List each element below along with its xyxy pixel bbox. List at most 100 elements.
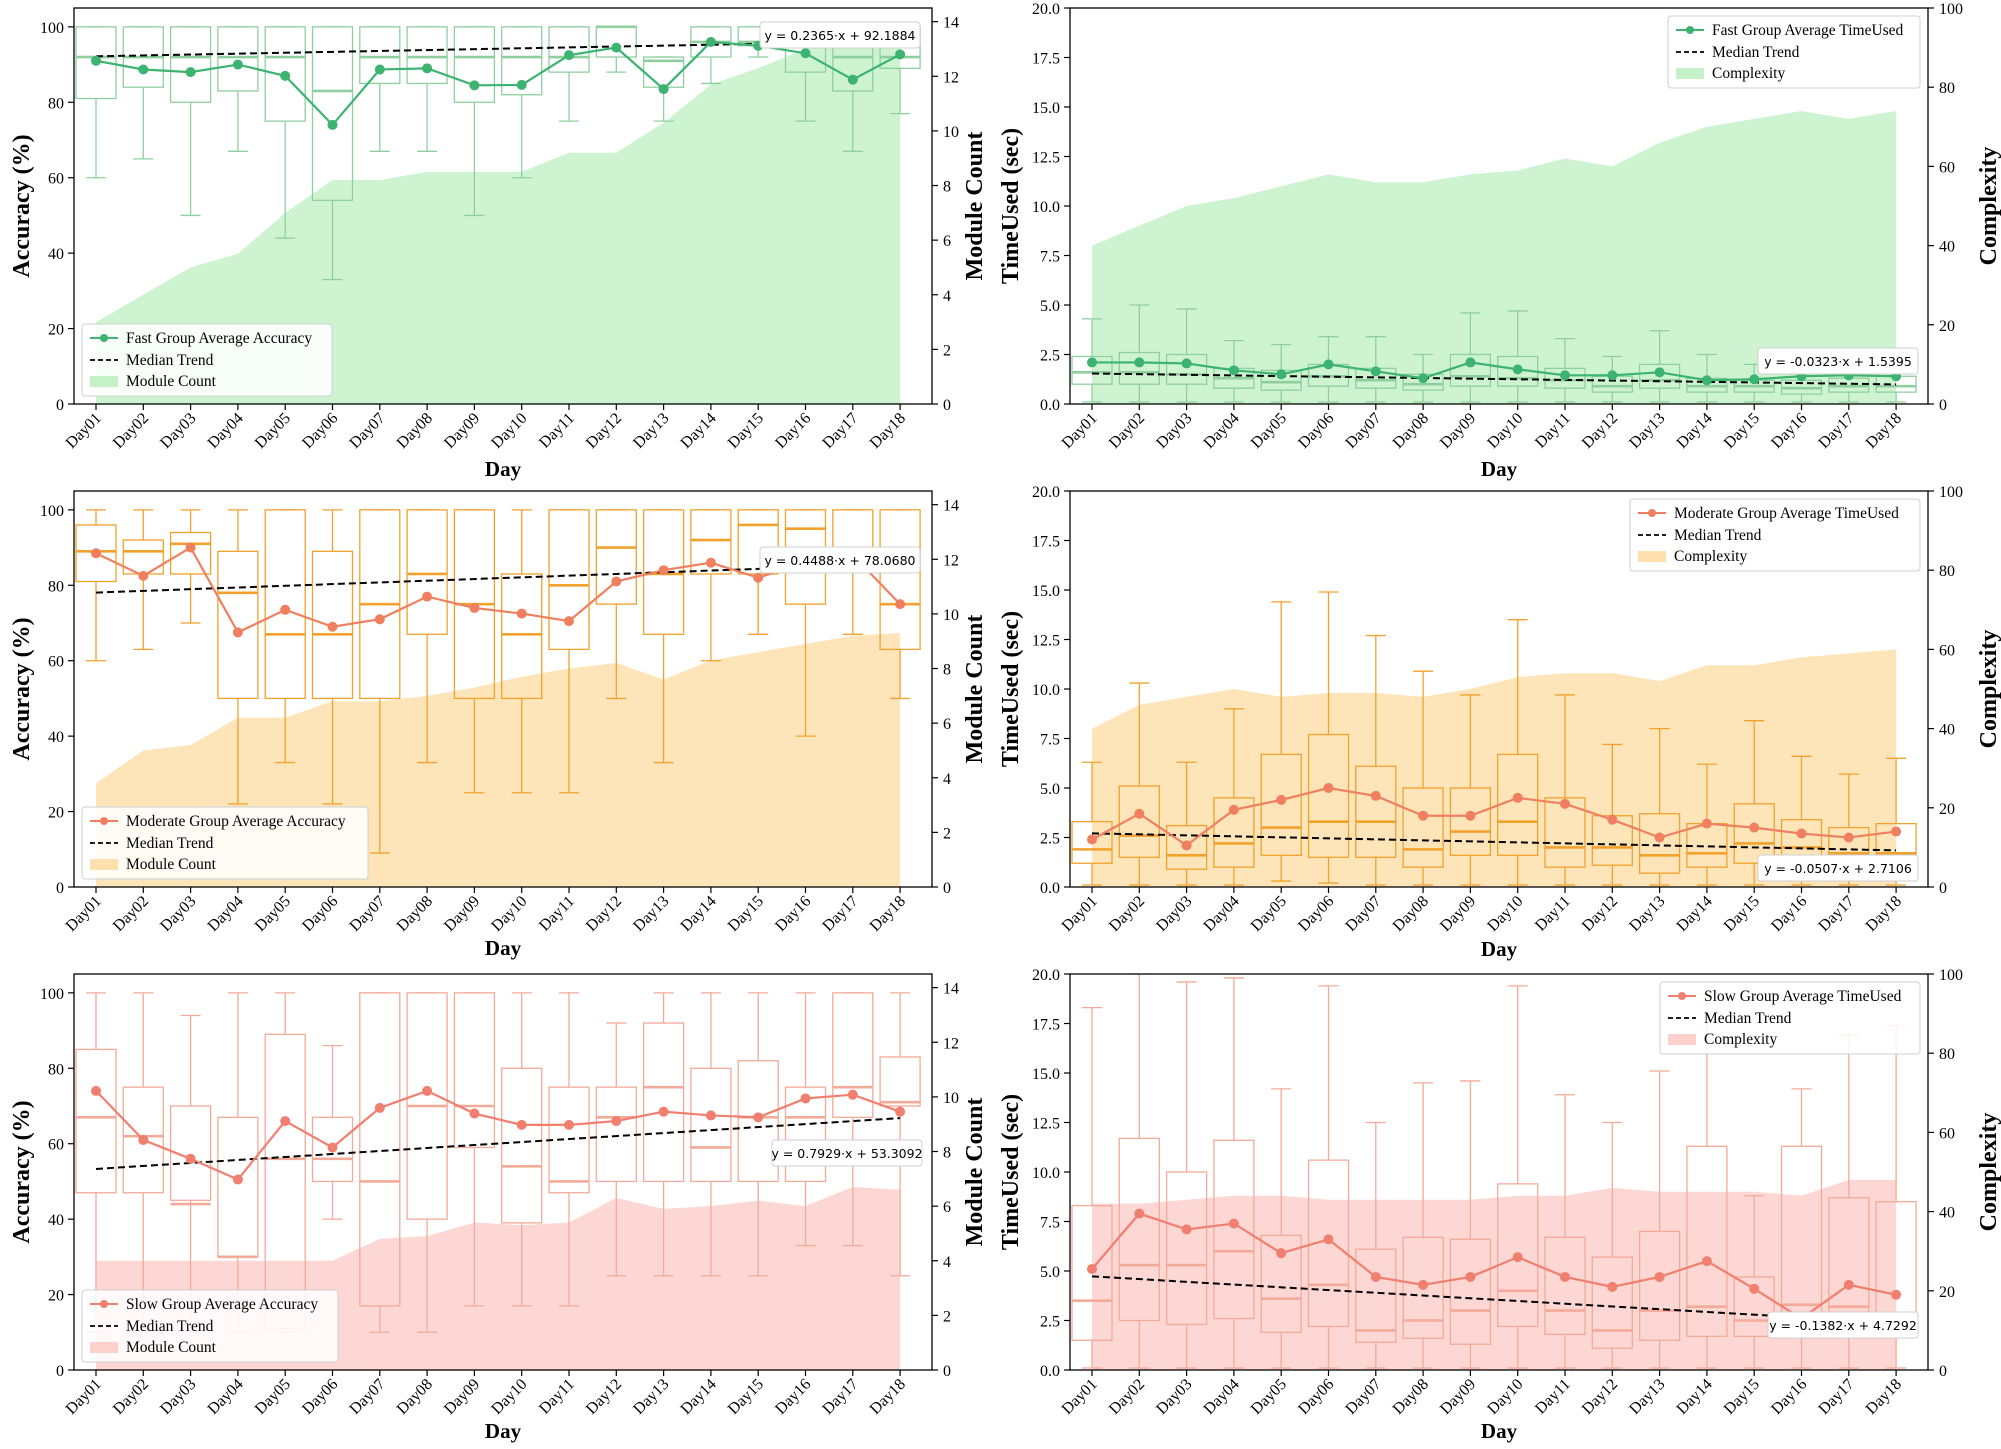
y2-tick-label: 0 (943, 397, 951, 414)
box-body (1449, 1238, 1492, 1345)
legend: Moderate Group Average TimeUsed Median T… (1629, 498, 1921, 572)
axes-frame (73, 7, 933, 405)
y-tick-label: 20.0 (1032, 967, 1060, 984)
y2-tick-label: 40 (1939, 722, 1955, 739)
average-point-day14 (1701, 1256, 1712, 1267)
box-body (501, 26, 543, 96)
y-tick-label: 5.0 (1040, 1264, 1060, 1281)
x-tick-label-day07: Day07 (1342, 893, 1384, 935)
box-body (1118, 351, 1160, 385)
x-tick-label-day17: Day17 (1815, 1376, 1857, 1418)
box-day12 (595, 25, 637, 73)
average-point-day15 (1749, 1283, 1760, 1294)
x-tick-label-day16: Day16 (772, 893, 814, 935)
x-axis: Day01 Day02 Day03 Day04 Day05 Day06 Day07 Day08… (63, 404, 909, 452)
legend-frame (1629, 498, 1921, 572)
y2-axis-label: Complexity (1976, 630, 2001, 749)
y2-tick-label: 2 (943, 1308, 951, 1325)
x-axis: Day01 Day02 Day03 Day04 Day05 Day06 Day07 Day08… (63, 887, 909, 935)
y2-tick-label: 20 (1939, 801, 1955, 818)
box-body (690, 509, 732, 575)
y-tick-label: 100 (40, 503, 64, 520)
y-axis-label: TimeUsed (sec) (998, 1094, 1024, 1250)
y-axis-label: TimeUsed (sec) (998, 611, 1024, 767)
x-tick-label-day11: Day11 (1532, 410, 1574, 452)
box-body (1307, 1159, 1350, 1328)
average-point-day16 (800, 1093, 811, 1104)
average-point-day06 (327, 621, 338, 632)
average-point-day01 (91, 1085, 101, 1096)
y-tick-label: 10.0 (1032, 1165, 1060, 1182)
legend-average-marker (100, 334, 108, 342)
box-day03 (1165, 981, 1208, 1369)
y-tick-label: 17.5 (1032, 534, 1060, 551)
legend-fill-swatch (1676, 68, 1704, 79)
box-day01 (75, 509, 117, 662)
box-body (217, 1116, 259, 1258)
x-tick-label-day13: Day13 (630, 893, 672, 935)
x-tick-label-day09: Day09 (1437, 1376, 1479, 1418)
x-tick-label-day08: Day08 (1390, 410, 1432, 452)
y-tick-label: 100 (40, 986, 64, 1003)
y-tick-label: 80 (48, 578, 64, 595)
box-day06 (1307, 591, 1350, 884)
y2-tick-label: 100 (1939, 967, 1963, 984)
box-body (1213, 797, 1255, 868)
y2-tick-label: 10 (943, 1090, 959, 1107)
equation-text: y = 0.2365·x + 92.1884 (764, 28, 915, 43)
x-tick-label-day10: Day10 (488, 1376, 530, 1418)
y2-tick-label: 100 (1939, 1, 1963, 18)
box-body (217, 26, 259, 92)
average-point-day11 (564, 50, 574, 61)
average-line (1091, 1212, 1897, 1320)
y2-tick-label: 20 (1939, 318, 1955, 335)
average-point-day02 (1134, 808, 1145, 819)
box-day18 (879, 992, 921, 1277)
y-tick-label: 40 (48, 1212, 64, 1229)
average-point-day11 (1560, 798, 1570, 809)
x-tick-label-day07: Day07 (346, 893, 388, 935)
average-point-day12 (611, 42, 622, 53)
average-point-day18 (1891, 826, 1902, 837)
y-tick-label: 40 (48, 246, 64, 263)
x-tick-label-day04: Day04 (1201, 893, 1243, 935)
x-tick-label-day02: Day02 (1106, 410, 1148, 452)
x-axis-label: Day (485, 936, 522, 960)
box-body (311, 26, 354, 201)
y-tick-label: 2.5 (1040, 348, 1060, 365)
legend: Slow Group Average Accuracy Median Trend… (81, 1289, 339, 1363)
average-point-day14 (1701, 375, 1712, 386)
legend-frame (1667, 15, 1921, 89)
average-point-day09 (1465, 357, 1476, 368)
y-tick-label: 60 (48, 654, 64, 671)
legend-average-label: Slow Group Average TimeUsed (1704, 988, 1902, 1005)
y2-tick-label: 14 (943, 981, 959, 998)
average-point-day09 (1465, 1271, 1476, 1282)
x-tick-label-day10: Day10 (488, 893, 530, 935)
y-tick-label: 100 (40, 20, 64, 37)
equation-text: y = -0.0323·x + 1.5395 (1764, 354, 1912, 369)
box-body (1118, 1137, 1160, 1322)
x-tick-label-day14: Day14 (678, 893, 720, 935)
y2-tick-label: 60 (1939, 1125, 1955, 1142)
average-point-day17 (847, 74, 858, 85)
box-day07 (1355, 634, 1397, 886)
box-body (217, 550, 259, 700)
x-tick-label-day07: Day07 (1342, 1376, 1384, 1418)
y2-tick-label: 8 (943, 1145, 951, 1162)
x-tick-label-day10: Day10 (488, 410, 530, 452)
box-body (1402, 787, 1444, 868)
trend-equation: y = -0.0507·x + 2.7106 (1757, 854, 1919, 882)
x-axis: Day01 Day02 Day03 Day04 Day05 Day06 Day07 Day08… (1059, 404, 1905, 452)
y-tick-label: 40 (48, 729, 64, 746)
average-point-day10 (516, 1119, 527, 1130)
equation-frame (1767, 1311, 1919, 1339)
average-point-day08 (422, 591, 433, 602)
x-tick-label-day06: Day06 (1295, 1376, 1337, 1418)
legend-average-marker (100, 817, 108, 825)
average-point-day12 (611, 576, 622, 587)
legend-fill-swatch (90, 1342, 118, 1353)
average-point-day01 (91, 548, 101, 559)
plot-area (1071, 110, 1917, 404)
average-point-day12 (1607, 814, 1618, 825)
